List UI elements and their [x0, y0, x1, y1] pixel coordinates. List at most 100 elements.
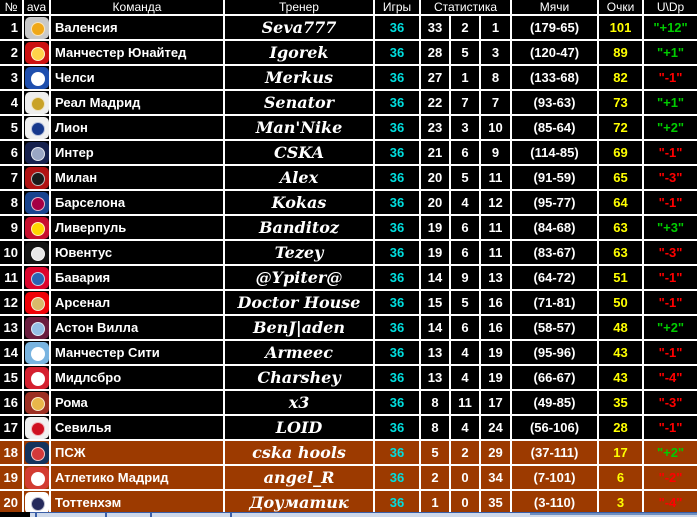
- games-played: 36: [375, 241, 419, 264]
- wins: 15: [421, 291, 449, 314]
- header-games: Игры: [375, 0, 419, 14]
- club-crest-icon: [24, 16, 49, 39]
- coach-name: Man'Nike: [225, 116, 373, 139]
- losses: 11: [481, 166, 511, 189]
- table-row: 15 Мидлсбро Charshey 36 13 4 19 (66-67) …: [0, 366, 697, 389]
- club-crest-inner: [30, 471, 45, 486]
- scrollbar-tick: [230, 513, 232, 517]
- points: 17: [599, 441, 643, 464]
- losses: 1: [481, 16, 511, 39]
- wins: 14: [421, 316, 449, 339]
- goals-for-against: (49-85): [512, 391, 598, 414]
- club-crest-inner: [30, 46, 45, 61]
- header-goals: Мячи: [512, 0, 598, 14]
- table-row: 13 Астон Вилла BenJ|aden 36 14 6 16 (58-…: [0, 316, 697, 339]
- team-avatar-cell: [24, 491, 49, 512]
- points: 72: [599, 116, 643, 139]
- scrollbar-strip[interactable]: [0, 512, 697, 517]
- position-change: "-1": [644, 66, 697, 89]
- draws: 9: [451, 266, 479, 289]
- row-number: 3: [0, 66, 22, 89]
- header-row: № ava Команда Тренер Игры Статистика Мяч…: [0, 0, 697, 14]
- position-change: "+2": [644, 316, 697, 339]
- draws: 4: [451, 341, 479, 364]
- table-row: 7 Милан Alex 36 20 5 11 (91-59) 65 "-3": [0, 166, 697, 189]
- losses: 8: [481, 66, 511, 89]
- coach-name: Kokas: [225, 191, 373, 214]
- wins: 19: [421, 241, 449, 264]
- points: 3: [599, 491, 643, 512]
- goals-for-against: (85-64): [512, 116, 598, 139]
- games-played: 36: [375, 416, 419, 439]
- coach-name: angel_R: [225, 466, 373, 489]
- points: 69: [599, 141, 643, 164]
- draws: 7: [451, 91, 479, 114]
- team-avatar-cell: [24, 466, 49, 489]
- position-change: "-4": [644, 491, 697, 512]
- position-change: "-1": [644, 341, 697, 364]
- club-crest-inner: [30, 496, 45, 511]
- wins: 21: [421, 141, 449, 164]
- club-crest-icon: [24, 266, 49, 289]
- row-number: 16: [0, 391, 22, 414]
- row-number: 18: [0, 441, 22, 464]
- team-name: Манчестер Сити: [51, 341, 223, 364]
- goals-for-against: (133-68): [512, 66, 598, 89]
- points: 63: [599, 216, 643, 239]
- position-change: "-2": [644, 466, 697, 489]
- games-played: 36: [375, 391, 419, 414]
- coach-name: Igorek: [225, 41, 373, 64]
- goals-for-against: (95-96): [512, 341, 598, 364]
- team-name: Рома: [51, 391, 223, 414]
- scrollbar-tick: [35, 513, 37, 517]
- losses: 3: [481, 41, 511, 64]
- header-coach: Тренер: [225, 0, 373, 14]
- points: 101: [599, 16, 643, 39]
- row-number: 10: [0, 241, 22, 264]
- team-name: Ливерпуль: [51, 216, 223, 239]
- club-crest-inner: [30, 321, 45, 336]
- wins: 1: [421, 491, 449, 512]
- losses: 19: [481, 341, 511, 364]
- coach-name: cska hools: [225, 441, 373, 464]
- games-played: 36: [375, 191, 419, 214]
- draws: 0: [451, 491, 479, 512]
- coach-name: Seva777: [225, 16, 373, 39]
- team-avatar-cell: [24, 191, 49, 214]
- table-row: 19 Атлетико Мадрид angel_R 36 2 0 34 (7-…: [0, 466, 697, 489]
- team-name: ПСЖ: [51, 441, 223, 464]
- table-row: 8 Барселона Kokas 36 20 4 12 (95-77) 64 …: [0, 191, 697, 214]
- team-avatar-cell: [24, 341, 49, 364]
- draws: 2: [451, 441, 479, 464]
- coach-name: Tezey: [225, 241, 373, 264]
- position-change: "+2": [644, 116, 697, 139]
- points: 43: [599, 341, 643, 364]
- row-number: 4: [0, 91, 22, 114]
- games-played: 36: [375, 41, 419, 64]
- club-crest-icon: [24, 66, 49, 89]
- points: 65: [599, 166, 643, 189]
- position-change: "+2": [644, 441, 697, 464]
- wins: 20: [421, 166, 449, 189]
- coach-name: LOID: [225, 416, 373, 439]
- team-name: Манчестер Юнайтед: [51, 41, 223, 64]
- table-row: 4 Реал Мадрид Senator 36 22 7 7 (93-63) …: [0, 91, 697, 114]
- club-crest-inner: [30, 421, 45, 436]
- losses: 9: [481, 141, 511, 164]
- coach-name: Charshey: [225, 366, 373, 389]
- coach-name: x3: [225, 391, 373, 414]
- row-number: 7: [0, 166, 22, 189]
- losses: 19: [481, 366, 511, 389]
- coach-name: @Ypiter@: [225, 266, 373, 289]
- club-crest-icon: [24, 366, 49, 389]
- scrollbar-tick: [105, 513, 107, 517]
- club-crest-inner: [30, 96, 45, 111]
- club-crest-inner: [30, 371, 45, 386]
- games-played: 36: [375, 166, 419, 189]
- table-row: 17 Севилья LOID 36 8 4 24 (56-106) 28 "-…: [0, 416, 697, 439]
- scrollbar-thumb[interactable]: [530, 513, 697, 515]
- scrollbar-track[interactable]: [30, 512, 697, 517]
- draws: 1: [451, 66, 479, 89]
- draws: 4: [451, 416, 479, 439]
- row-number: 2: [0, 41, 22, 64]
